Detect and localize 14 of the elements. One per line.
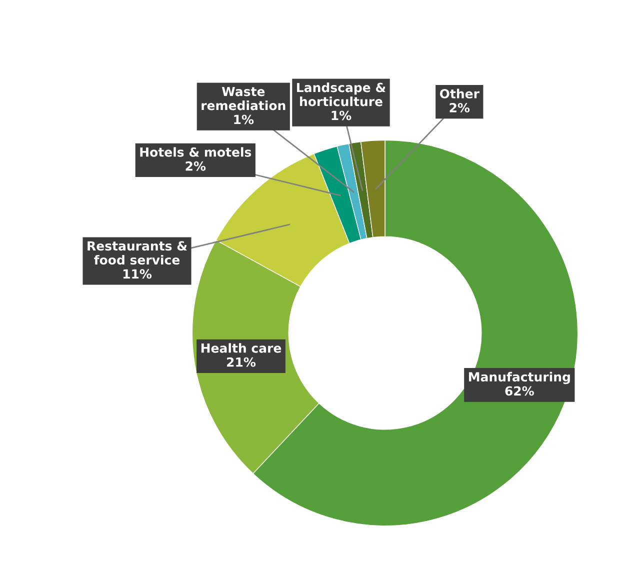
data-label: 1% <box>234 114 254 124</box>
slice-label: Landscape & horticulture <box>297 82 386 106</box>
slice-label: Hotels & motels <box>140 147 252 157</box>
data-label: 2% <box>186 161 206 171</box>
data-label: 1% <box>332 110 352 120</box>
slice-label: Other <box>440 88 480 98</box>
data-label: 62% <box>505 386 534 396</box>
data-label: 11% <box>123 269 152 279</box>
data-label: 2% <box>450 102 470 112</box>
data-label: 21% <box>227 357 256 367</box>
slice-label: Waste remediation <box>202 86 286 110</box>
slice-label: Restaurants & food service <box>88 241 187 265</box>
slice-label: Health care <box>201 343 282 353</box>
slice-label: Manufacturing <box>468 372 570 384</box>
